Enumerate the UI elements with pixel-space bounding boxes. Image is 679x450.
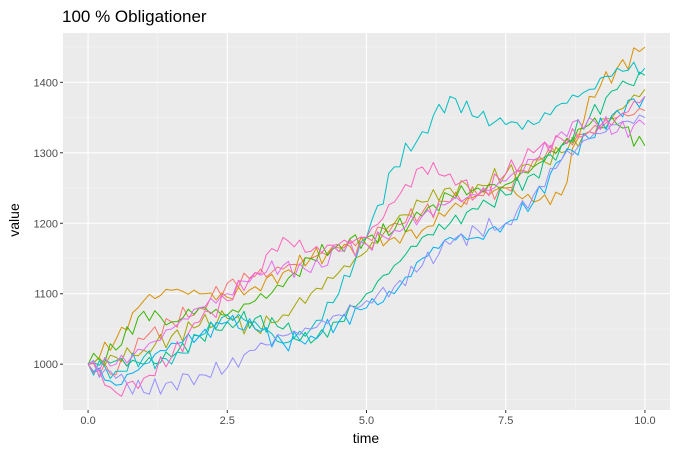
y-axis-ticks: 1000 1100 1200 1300 1400 (34, 77, 63, 371)
x-tick-label: 5.0 (359, 415, 374, 427)
x-tick-label: 2.5 (220, 415, 235, 427)
series-line-7 (87, 96, 646, 386)
y-tick-label: 1100 (34, 289, 58, 301)
x-tick-label: 0.0 (80, 415, 95, 427)
x-axis-ticks: 0.0 2.5 5.0 7.5 10.0 (80, 410, 656, 427)
major-gridlines (63, 33, 670, 410)
y-axis-title: value (6, 203, 22, 237)
x-axis-title: time (353, 430, 380, 446)
x-tick-label: 7.5 (498, 415, 513, 427)
y-tick-label: 1000 (34, 359, 58, 371)
chart-title: 100 % Obligationer (62, 7, 207, 26)
y-tick-label: 1300 (34, 148, 58, 160)
series-line-5 (87, 71, 646, 367)
series-layer (87, 46, 646, 397)
x-tick-label: 10.0 (634, 415, 655, 427)
series-line-8 (87, 114, 646, 395)
series-line-10 (87, 96, 646, 397)
y-tick-label: 1200 (34, 218, 58, 230)
series-line-3 (87, 89, 646, 366)
y-tick-label: 1400 (34, 77, 58, 89)
series-line-9 (87, 116, 646, 372)
